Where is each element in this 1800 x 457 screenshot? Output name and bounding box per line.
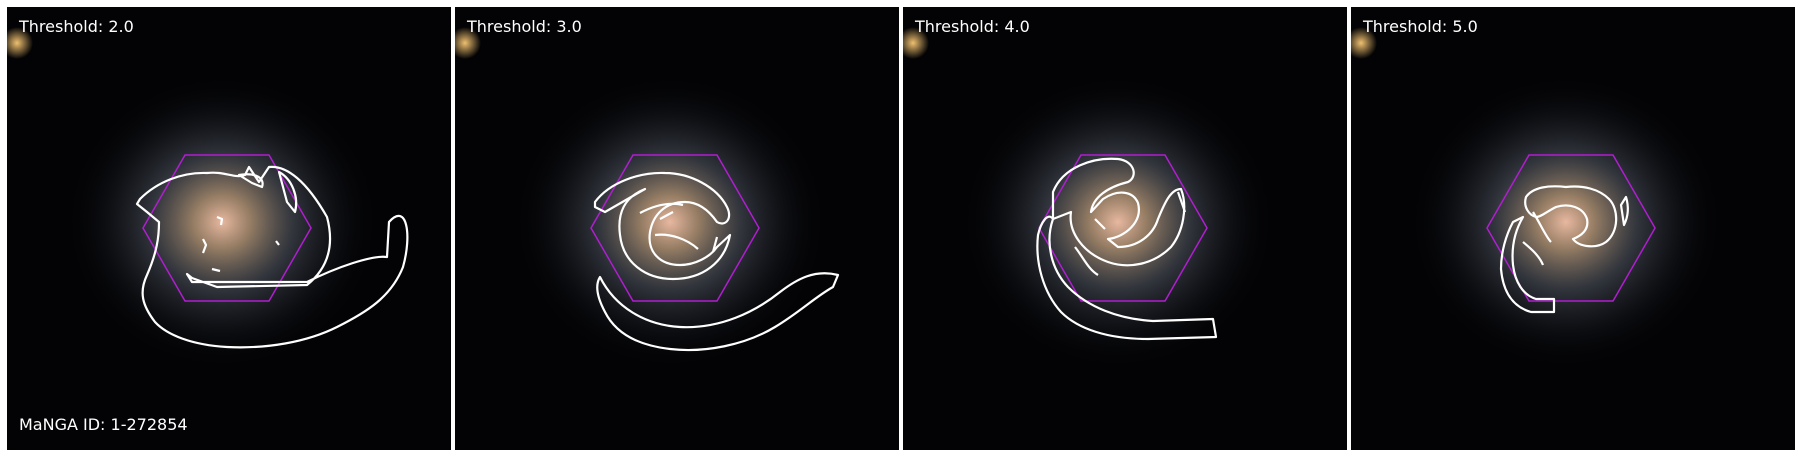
contour-lines [135,165,409,349]
galaxy-image [1351,7,1795,450]
panel-threshold-3: Threshold: 3.0 [455,7,899,450]
ifu-hexagon [590,154,760,302]
threshold-label: Threshold: 3.0 [467,17,582,36]
ifu-hexagon [142,154,312,302]
galaxy-glow [510,72,830,372]
foreground-star [455,27,481,59]
contour-lines [1036,157,1218,341]
panel-threshold-5: Threshold: 5.0 [1351,7,1795,450]
foreground-star [1351,27,1377,59]
foreground-star [7,27,33,59]
contour-lines [1499,185,1629,314]
threshold-label: Threshold: 4.0 [915,17,1030,36]
galaxy-glow [958,72,1278,372]
panel-threshold-2: Threshold: 2.0 MaNGA ID: 1-272854 [7,7,451,450]
galaxy-image [455,7,899,450]
galaxy-glow [1406,72,1726,372]
threshold-label: Threshold: 5.0 [1363,17,1478,36]
threshold-label: Threshold: 2.0 [19,17,134,36]
galaxy-image [903,7,1347,450]
galaxy-image [7,7,451,450]
panel-threshold-4: Threshold: 4.0 [903,7,1347,450]
manga-id-label: MaNGA ID: 1-272854 [19,415,188,434]
foreground-star [903,27,929,59]
contour-lines [593,171,840,352]
ifu-hexagon [1486,154,1656,302]
